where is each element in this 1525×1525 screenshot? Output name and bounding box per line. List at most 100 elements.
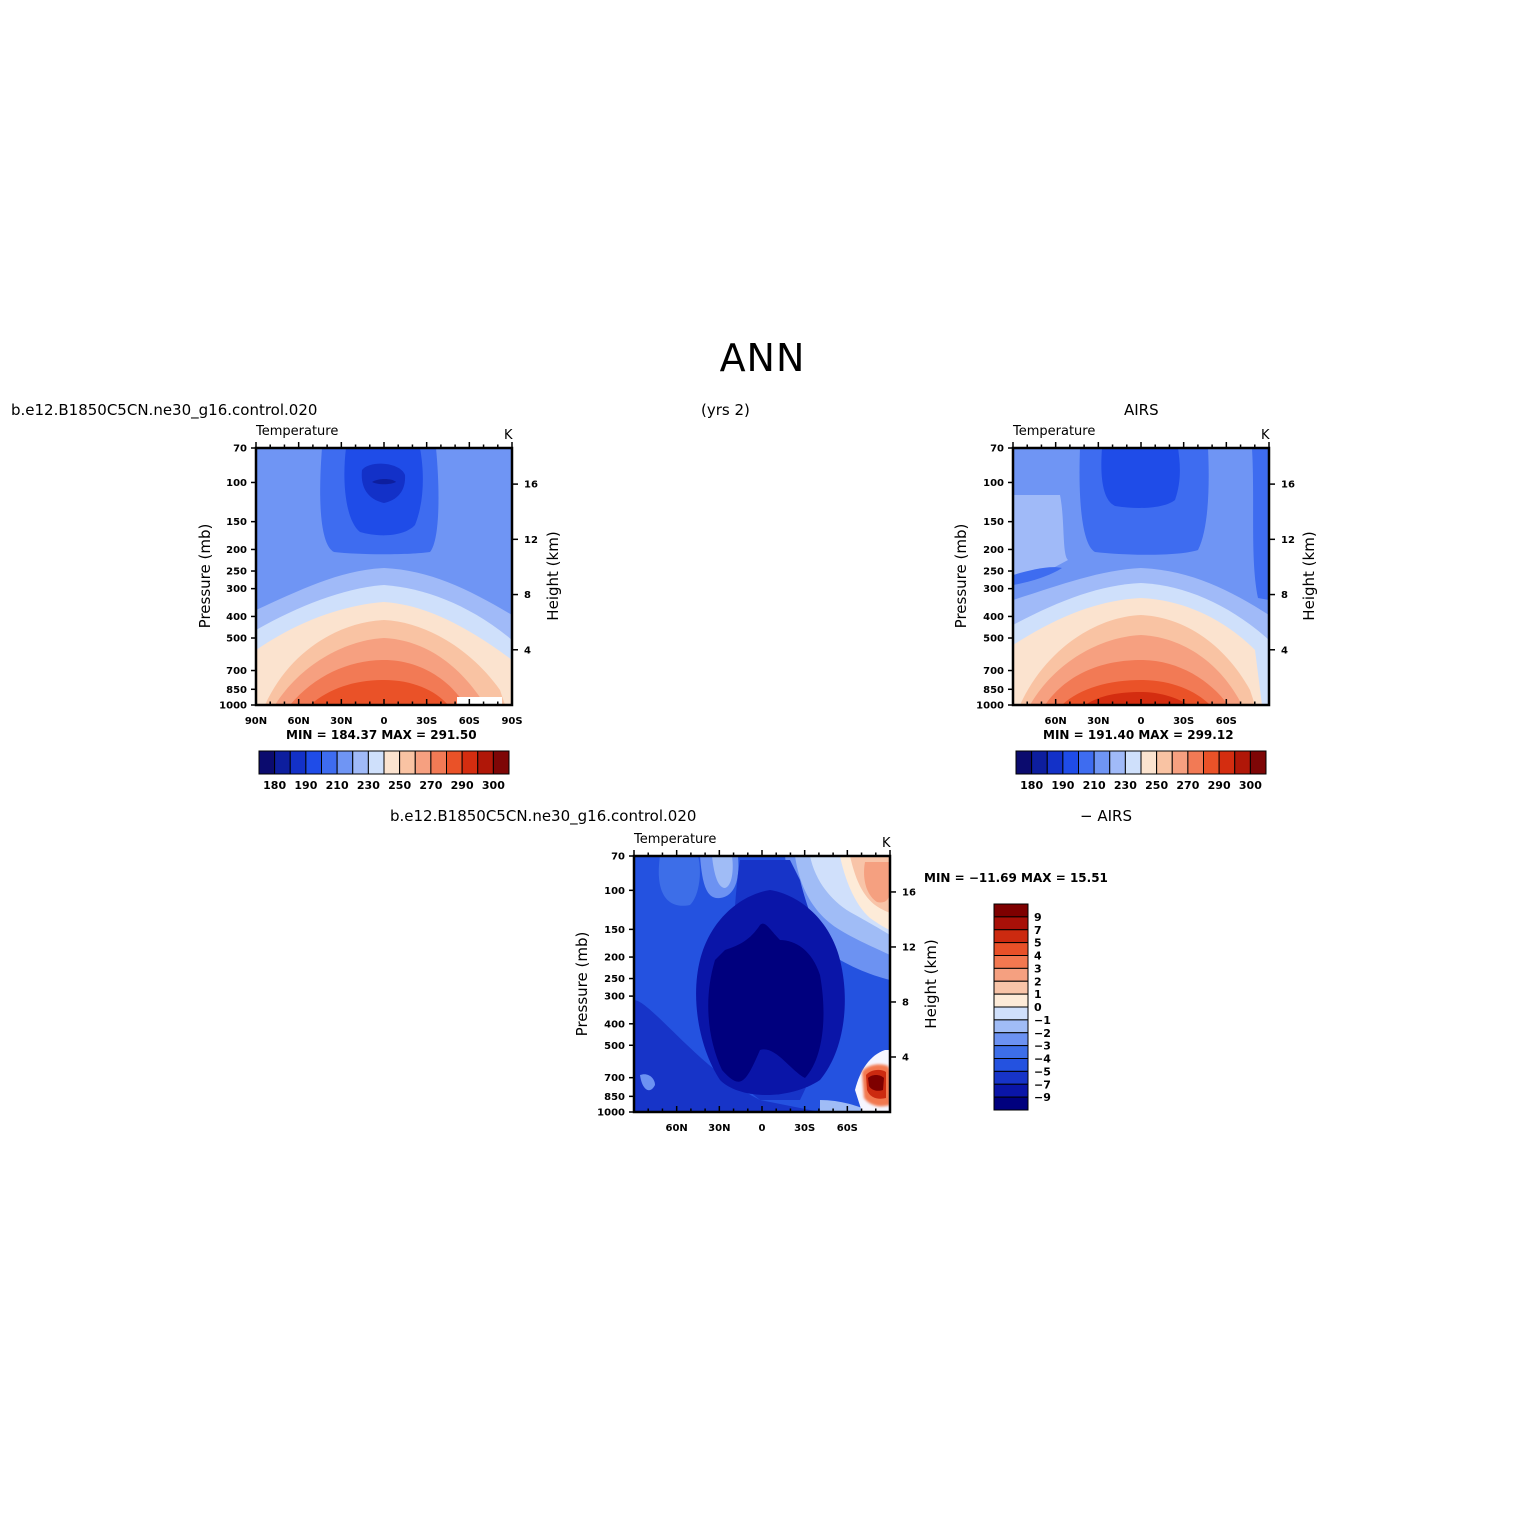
xlabel-obs-30N: 30N	[1087, 716, 1109, 727]
zlabel-obs-16: 16	[1281, 480, 1295, 491]
colorbar-diff-box-13	[993, 1070, 1029, 1085]
colorbar-diff-label-14: −9	[1034, 1091, 1051, 1104]
colorbar-diff-label-8: −1	[1034, 1014, 1051, 1027]
plabel-diff-500: 500	[604, 1041, 625, 1052]
zlabel-diff-4: 4	[902, 1052, 909, 1063]
plabel-model-70: 70	[233, 444, 247, 455]
colorbar-diff-box-9	[993, 1019, 1029, 1034]
obs-name-right: AIRS	[1124, 401, 1159, 419]
colorbar-diff-box-8	[993, 1006, 1029, 1021]
plabel-model-250: 250	[226, 567, 247, 578]
colorbar-diff-label-11: −4	[1034, 1053, 1051, 1066]
colorbar-model-box-3	[305, 750, 322, 775]
diff-suffix: − AIRS	[1080, 807, 1132, 825]
colorbar-diff-box-1	[993, 916, 1029, 931]
colorbar-model-box-15	[492, 750, 510, 775]
colorbar-diff-box-2	[993, 929, 1029, 944]
colorbar-model-label-5: 270	[419, 779, 442, 792]
xlabel-diff-30N: 30N	[708, 1123, 730, 1134]
colorbar-obs-label-1: 190	[1051, 779, 1074, 792]
case-name-diff: b.e12.B1850C5CN.ne30_g16.control.020	[390, 807, 697, 825]
plabel-obs-500: 500	[983, 634, 1004, 645]
plabel-diff-70: 70	[611, 852, 625, 863]
colorbar-diff-label-4: 3	[1034, 962, 1042, 975]
colorbar-diff-box-3	[993, 942, 1029, 956]
plabel-obs-70: 70	[990, 444, 1004, 455]
plabel-obs-700: 700	[983, 666, 1004, 677]
colorbar-obs-box-11	[1187, 750, 1204, 775]
colorbar-obs-box-15	[1249, 750, 1267, 775]
panel-diff-units: K	[882, 836, 891, 851]
colorbar-model-box-4	[321, 750, 338, 775]
panel-obs-units: K	[1261, 428, 1270, 443]
xlabel-diff-0: 0	[759, 1123, 766, 1134]
zlabel-obs-4: 4	[1281, 645, 1288, 656]
years-label: (yrs 2)	[701, 401, 750, 419]
panel-model-title: Temperature	[256, 424, 339, 439]
colorbar-obs-label-0: 180	[1020, 779, 1043, 792]
colorbar-obs-box-10	[1171, 750, 1189, 775]
colorbar-obs-box-8	[1140, 750, 1158, 775]
colorbar-model-box-12	[446, 750, 463, 775]
plabel-model-1000: 1000	[219, 701, 247, 712]
colorbar-diff-label-1: 7	[1034, 924, 1042, 937]
colorbar-model-box-10	[414, 750, 432, 775]
colorbar-diff-label-12: −5	[1034, 1065, 1051, 1078]
colorbar-model-box-8	[383, 750, 401, 775]
colorbar-diff-box-0	[993, 903, 1029, 918]
colorbars: 180 190 210 230 250 270 290 300 180 190 210 230 250 2…	[258, 750, 1267, 1111]
colorbar-obs-label-7: 300	[1239, 779, 1262, 792]
colorbar-obs-box-2	[1046, 750, 1064, 775]
xlabel-obs-60N: 60N	[1045, 716, 1067, 727]
colorbar-model-label-2: 210	[326, 779, 349, 792]
colorbar-diff-label-2: 5	[1034, 937, 1042, 950]
xlabel-model-30S: 30S	[416, 716, 437, 727]
plabel-model-100: 100	[226, 478, 247, 489]
xlabel-obs-0: 0	[1138, 716, 1145, 727]
plabel-diff-1000: 1000	[597, 1108, 625, 1119]
zlabel-diff-12: 12	[902, 942, 916, 953]
colorbar-diff-box-10	[993, 1032, 1029, 1047]
colorbar-diff-box-4	[993, 955, 1029, 969]
colorbar-obs-box-12	[1203, 750, 1220, 775]
colorbar-obs-box-14	[1234, 750, 1251, 775]
colorbar-obs-box-9	[1156, 750, 1173, 775]
colorbar-diff-label-9: −2	[1034, 1027, 1051, 1040]
colorbar-obs-box-1	[1031, 750, 1048, 775]
xlabel-diff-60S: 60S	[837, 1123, 858, 1134]
zlabel-model-12: 12	[524, 535, 538, 546]
zlabel-diff-8: 8	[902, 997, 909, 1008]
colorbar-obs-label-4: 250	[1145, 779, 1168, 792]
plabel-model-150: 150	[226, 517, 247, 528]
panel-diff-y2label: Height (km)	[922, 939, 940, 1029]
zlabel-model-8: 8	[524, 590, 531, 601]
panel-obs-field	[1013, 448, 1269, 705]
plabel-model-200: 200	[226, 545, 247, 556]
xlabel-model-60N: 60N	[288, 716, 310, 727]
colorbar-obs-box-0	[1015, 750, 1033, 775]
plabel-model-500: 500	[226, 634, 247, 645]
plabel-diff-400: 400	[604, 1019, 625, 1030]
panel-diff-minmax: MIN = −11.69 MAX = 15.51	[924, 871, 1108, 885]
plabel-model-400: 400	[226, 612, 247, 623]
plabel-obs-100: 100	[983, 478, 1004, 489]
plabel-diff-300: 300	[604, 992, 625, 1003]
colorbar-obs-box-13	[1218, 750, 1236, 775]
colorbar-diff-label-3: 4	[1034, 950, 1042, 963]
colorbar-model-box-13	[461, 750, 479, 775]
plabel-obs-850: 850	[983, 685, 1004, 696]
colorbar-obs-label-5: 270	[1176, 779, 1199, 792]
colorbar-diff-label-10: −3	[1034, 1040, 1051, 1053]
colorbar-model-label-7: 300	[482, 779, 505, 792]
colorbar-model-label-4: 250	[388, 779, 411, 792]
plabel-obs-300: 300	[983, 584, 1004, 595]
colorbar-diff-box-12	[993, 1058, 1029, 1072]
panel-obs-y2label: Height (km)	[1300, 531, 1318, 621]
zlabel-obs-8: 8	[1281, 590, 1288, 601]
colorbar-model-box-1	[274, 750, 291, 775]
plabel-obs-250: 250	[983, 567, 1004, 578]
colorbar-model-box-11	[430, 750, 447, 775]
colorbar-diff-box-15	[993, 1096, 1029, 1111]
plabel-obs-150: 150	[983, 517, 1004, 528]
